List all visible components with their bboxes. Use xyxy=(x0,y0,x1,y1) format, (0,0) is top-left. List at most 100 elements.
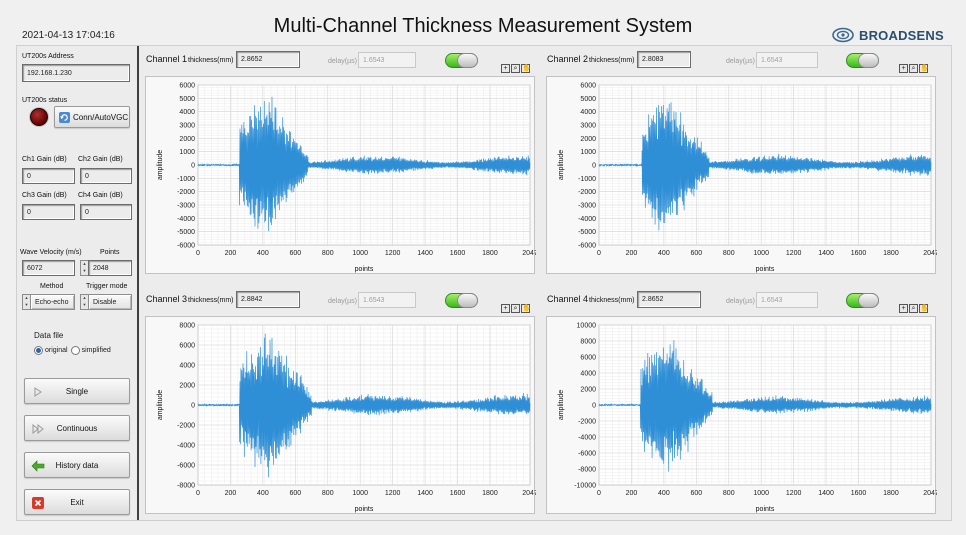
pan-hand-icon[interactable]: ✋ xyxy=(919,304,929,313)
channel-4-toggle[interactable] xyxy=(846,293,879,308)
channel-4-waveform-chart[interactable]: 0 200 400 600 800 1000 1200 1400 1600 1800 2047 100… xyxy=(547,317,939,515)
down-arrow-icon[interactable]: ▼ xyxy=(82,302,87,307)
y-tick-label: -2000 xyxy=(177,423,195,430)
x-tick-label: 1400 xyxy=(417,250,433,257)
toggle-knob[interactable] xyxy=(457,53,478,68)
y-tick-label: 6000 xyxy=(179,343,195,350)
crosshair-icon[interactable]: + xyxy=(899,64,908,73)
pan-hand-icon[interactable]: ✋ xyxy=(521,64,531,73)
ch1-gain-field[interactable]: 0 xyxy=(22,168,75,184)
zoom-icon[interactable]: ⌕ xyxy=(511,64,520,73)
crosshair-icon[interactable]: + xyxy=(501,64,510,73)
crosshair-icon[interactable]: + xyxy=(899,304,908,313)
channel-2-thickness-label: thickness(mm) xyxy=(589,57,635,64)
x-axis-label: points xyxy=(355,266,374,273)
trigger-selector-arrows[interactable]: ▲ ▼ xyxy=(80,294,88,310)
x-tick-label: 1600 xyxy=(450,490,466,497)
x-tick-label: 600 xyxy=(690,250,702,257)
toggle-knob[interactable] xyxy=(858,53,879,68)
zoom-icon[interactable]: ⌕ xyxy=(909,304,918,313)
y-tick-label: -8000 xyxy=(177,483,195,490)
conn-autovgc-button[interactable]: Conn/AutoVGC xyxy=(54,106,130,128)
ch2-gain-field[interactable]: 0 xyxy=(80,168,132,184)
y-tick-label: -2000 xyxy=(177,189,195,196)
x-tick-label: 1000 xyxy=(352,490,368,497)
y-tick-label: 8000 xyxy=(580,339,596,346)
points-field[interactable]: 2048 xyxy=(88,260,132,276)
down-arrow-icon[interactable]: ▼ xyxy=(82,268,87,273)
continuous-button[interactable]: Continuous xyxy=(24,415,130,441)
y-tick-label: -4000 xyxy=(177,443,195,450)
y-tick-label: 6000 xyxy=(179,83,195,90)
channel-3-delay-field[interactable]: 1.6543 xyxy=(358,292,416,308)
ch4-gain-field[interactable]: 0 xyxy=(80,204,132,220)
brand-logo: BROADSENS xyxy=(832,26,944,44)
ch2-gain-label: Ch2 Gain (dB) xyxy=(78,156,123,163)
x-tick-label: 600 xyxy=(690,490,702,497)
zoom-icon[interactable]: ⌕ xyxy=(511,304,520,313)
channel-2-delay-field[interactable]: 1.6543 xyxy=(756,52,818,68)
radio-original[interactable] xyxy=(34,346,43,355)
channel-1-thickness-field[interactable]: 2.8652 xyxy=(236,51,300,68)
channel-1-graph-tools: + ⌕ ✋ xyxy=(501,64,531,73)
channel-3-thickness-field[interactable]: 2.8842 xyxy=(236,291,300,308)
method-value[interactable]: Echo-echo xyxy=(30,294,75,310)
up-arrow-icon[interactable]: ▲ xyxy=(24,295,29,300)
radio-simplified[interactable] xyxy=(70,346,80,355)
status-led xyxy=(30,108,48,126)
channel-1-delay-label: delay(µs) xyxy=(328,58,357,65)
y-tick-label: 2000 xyxy=(179,136,195,143)
zoom-icon[interactable]: ⌕ xyxy=(909,64,918,73)
channel-3-toggle[interactable] xyxy=(445,293,478,308)
channel-1-delay-field[interactable]: 1.6543 xyxy=(358,52,416,68)
channel-1-toggle[interactable] xyxy=(445,53,478,68)
y-tick-label: -4000 xyxy=(578,216,596,223)
toggle-knob[interactable] xyxy=(858,293,879,308)
channel-2-plot-area: 0 200 400 600 800 1000 1200 1400 1600 1800 2047 600… xyxy=(546,76,939,275)
channel-2-waveform-chart[interactable]: 0 200 400 600 800 1000 1200 1400 1600 1800 2047 600… xyxy=(547,77,939,275)
down-arrow-icon[interactable]: ▼ xyxy=(24,302,29,307)
points-stepper-arrows[interactable]: ▲ ▼ xyxy=(80,260,88,276)
channel-1-waveform-chart[interactable]: 0 200 400 600 800 1000 1200 1400 1600 1800 2047 600… xyxy=(146,77,538,275)
ch3-gain-field[interactable]: 0 xyxy=(22,204,75,220)
exit-label: Exit xyxy=(70,497,84,507)
data-file-radio-group: original simplified xyxy=(34,346,111,355)
up-arrow-icon[interactable]: ▲ xyxy=(82,295,87,300)
y-tick-label: -1000 xyxy=(578,176,596,183)
pan-hand-icon[interactable]: ✋ xyxy=(919,64,929,73)
waveform-series-line xyxy=(197,96,531,232)
points-stepper[interactable]: ▲ ▼ 2048 xyxy=(80,260,132,276)
channel-2-thickness-field[interactable]: 2.8083 xyxy=(637,51,691,68)
crosshair-icon[interactable]: + xyxy=(501,304,510,313)
radio-simplified-label[interactable]: simplified xyxy=(81,347,111,354)
channel-3-waveform-chart[interactable]: 0 200 400 600 800 1000 1200 1400 1600 1800 2047 800… xyxy=(146,317,538,515)
radio-original-label[interactable]: original xyxy=(45,347,68,354)
refresh-icon xyxy=(59,111,70,123)
channel-4-delay-field[interactable]: 1.6543 xyxy=(756,292,818,308)
address-field[interactable]: 192.168.1.230 xyxy=(22,64,130,82)
up-arrow-icon[interactable]: ▲ xyxy=(82,261,87,266)
x-tick-label: 1600 xyxy=(450,250,466,257)
x-tick-label: 600 xyxy=(289,490,301,497)
channel-4-thickness-field[interactable]: 2.8652 xyxy=(637,291,701,308)
x-tick-label: 800 xyxy=(322,490,334,497)
wave-velocity-field[interactable]: 6072 xyxy=(22,260,75,276)
x-tick-label: 0 xyxy=(196,250,200,257)
y-tick-label: 6000 xyxy=(580,83,596,90)
x-tick-label: 600 xyxy=(289,250,301,257)
x-tick-label: 2047 xyxy=(923,490,937,497)
toggle-knob[interactable] xyxy=(457,293,478,308)
exit-button[interactable]: Exit xyxy=(24,489,130,515)
broadsens-logo-icon xyxy=(832,27,854,43)
y-tick-label: 1000 xyxy=(179,149,195,156)
history-data-button[interactable]: History data xyxy=(24,452,130,478)
method-selector-arrows[interactable]: ▲ ▼ xyxy=(22,294,30,310)
method-selector[interactable]: ▲ ▼ Echo-echo xyxy=(22,294,75,310)
channel-1-thickness-label: thickness(mm) xyxy=(188,57,234,64)
trigger-mode-value[interactable]: Disable xyxy=(88,294,132,310)
trigger-mode-selector[interactable]: ▲ ▼ Disable xyxy=(80,294,132,310)
pan-hand-icon[interactable]: ✋ xyxy=(521,304,531,313)
single-button[interactable]: Single xyxy=(24,378,130,404)
channel-2-toggle[interactable] xyxy=(846,53,879,68)
x-tick-label: 0 xyxy=(196,490,200,497)
